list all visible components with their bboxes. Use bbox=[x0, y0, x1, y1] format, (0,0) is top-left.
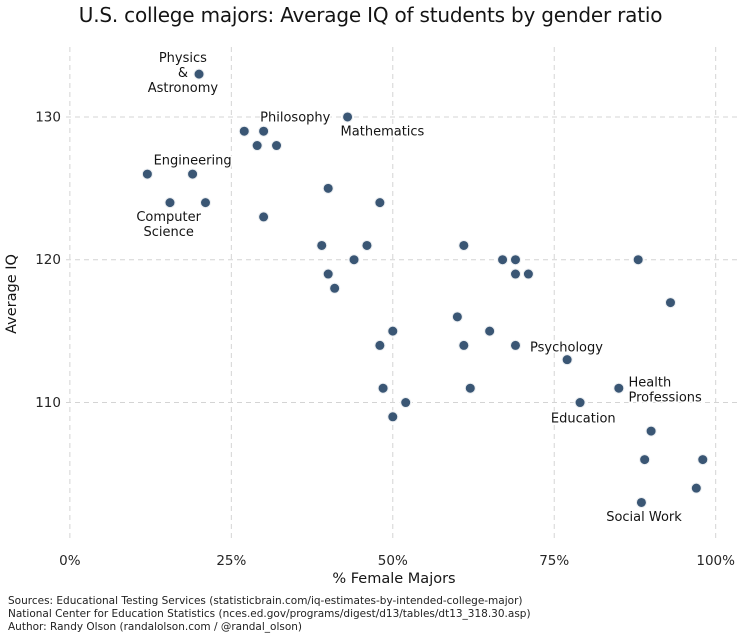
data-point bbox=[250, 139, 264, 153]
data-point bbox=[508, 267, 522, 281]
data-point-physics-astronomy bbox=[192, 67, 206, 81]
data-point bbox=[399, 396, 413, 410]
data-point-health-professions bbox=[612, 381, 626, 395]
data-point bbox=[508, 338, 522, 352]
data-point bbox=[140, 167, 154, 181]
data-point bbox=[450, 310, 464, 324]
x-axis-label: % Female Majors bbox=[332, 571, 455, 587]
data-point bbox=[663, 296, 677, 310]
major-label: Mathematics bbox=[341, 125, 425, 140]
source-line-2: National Center for Education Statistics… bbox=[8, 608, 531, 620]
x-tick-label: 0% bbox=[59, 553, 81, 569]
chart-title: U.S. college majors: Average IQ of stude… bbox=[78, 3, 663, 27]
x-tick-label: 100% bbox=[696, 553, 735, 569]
data-point bbox=[373, 196, 387, 210]
data-point-education bbox=[573, 396, 587, 410]
major-label: Social Work bbox=[606, 510, 682, 525]
major-label: Philosophy bbox=[260, 110, 330, 125]
data-point bbox=[198, 196, 212, 210]
data-point bbox=[270, 139, 284, 153]
data-point bbox=[463, 381, 477, 395]
data-point-psychology bbox=[560, 353, 574, 367]
data-point bbox=[521, 267, 535, 281]
data-point bbox=[321, 181, 335, 195]
data-point bbox=[257, 210, 271, 224]
x-tick-label: 75% bbox=[539, 553, 569, 569]
data-point bbox=[457, 238, 471, 252]
author-line: Author: Randy Olson (randalolson.com / @… bbox=[8, 621, 303, 633]
x-tick-label: 50% bbox=[378, 553, 408, 569]
data-point-engineering bbox=[186, 167, 200, 181]
data-point bbox=[347, 253, 361, 267]
data-point bbox=[483, 324, 497, 338]
data-point bbox=[321, 267, 335, 281]
data-point-computer-science bbox=[163, 196, 177, 210]
data-point bbox=[237, 124, 251, 138]
data-point bbox=[373, 338, 387, 352]
data-point bbox=[315, 238, 329, 252]
data-point bbox=[386, 410, 400, 424]
y-tick-label: 130 bbox=[35, 109, 61, 125]
data-point-mathematics bbox=[341, 110, 355, 124]
data-point bbox=[386, 324, 400, 338]
y-tick-label: 110 bbox=[35, 395, 61, 411]
data-point bbox=[638, 453, 652, 467]
data-point bbox=[457, 338, 471, 352]
data-point bbox=[696, 453, 710, 467]
major-label: Engineering bbox=[154, 153, 232, 168]
data-point bbox=[496, 253, 510, 267]
data-point-philosophy bbox=[257, 124, 271, 138]
data-point bbox=[376, 381, 390, 395]
source-notes: Sources: Educational Testing Services (s… bbox=[8, 595, 531, 634]
data-point bbox=[631, 253, 645, 267]
data-point-social-work bbox=[634, 495, 648, 509]
major-label: Health Professions bbox=[629, 376, 703, 406]
data-point bbox=[360, 238, 374, 252]
data-point bbox=[328, 281, 342, 295]
y-axis-label: Average IQ bbox=[4, 254, 20, 334]
major-label: Computer Science bbox=[136, 210, 201, 240]
major-label: Education bbox=[551, 412, 616, 427]
data-point bbox=[689, 481, 703, 495]
source-line-1: Sources: Educational Testing Services (s… bbox=[8, 595, 523, 607]
data-point bbox=[508, 253, 522, 267]
major-label: Physics & Astronomy bbox=[148, 51, 219, 96]
x-tick-label: 25% bbox=[216, 553, 246, 569]
data-point bbox=[644, 424, 658, 438]
y-tick-label: 120 bbox=[35, 252, 61, 268]
major-label: Psychology bbox=[530, 340, 603, 355]
